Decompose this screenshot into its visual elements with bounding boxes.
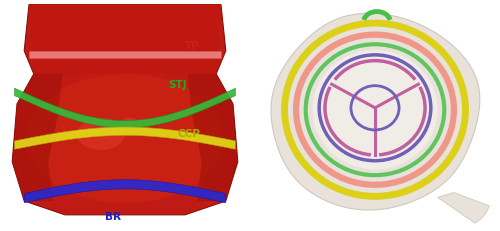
Text: STJ: STJ xyxy=(168,80,187,91)
Text: CCP: CCP xyxy=(178,129,201,139)
Ellipse shape xyxy=(312,50,438,169)
Polygon shape xyxy=(29,5,221,74)
Polygon shape xyxy=(271,13,480,210)
Polygon shape xyxy=(24,180,226,203)
Polygon shape xyxy=(14,88,235,128)
Ellipse shape xyxy=(77,118,125,150)
Polygon shape xyxy=(12,74,62,201)
Polygon shape xyxy=(14,127,235,149)
Text: TP: TP xyxy=(185,41,200,51)
Ellipse shape xyxy=(119,118,141,132)
Text: BR: BR xyxy=(105,212,121,222)
Polygon shape xyxy=(188,74,238,201)
Polygon shape xyxy=(12,5,238,215)
Polygon shape xyxy=(438,192,489,223)
Ellipse shape xyxy=(26,74,224,203)
Polygon shape xyxy=(29,51,221,58)
